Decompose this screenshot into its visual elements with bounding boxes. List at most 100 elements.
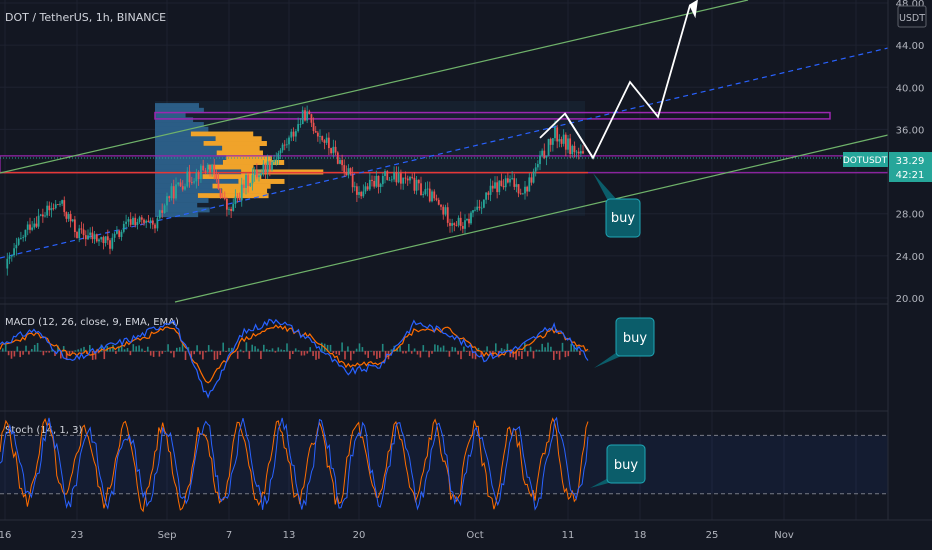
macd-title: MACD (12, 26, close, 9, EMA, EMA) — [5, 317, 179, 328]
macd-hist-bar-95 — [277, 347, 280, 352]
price-tag[interactable] — [889, 152, 932, 182]
macd-hist-bar-62 — [181, 343, 184, 352]
macd-hist-bar-156 — [454, 347, 456, 352]
time-tick-2[interactable]: Sep — [158, 530, 177, 541]
candle-body-239 — [530, 177, 533, 183]
macd-hist-bar-30 — [89, 345, 91, 352]
ticker-tag-label: DOTUSDT — [843, 156, 888, 166]
resistance-zone[interactable] — [154, 111, 831, 120]
candle-body-62 — [143, 219, 145, 223]
price-axis[interactable] — [888, 0, 932, 520]
macd-hist-bar-105 — [306, 351, 309, 354]
candle-body-178 — [397, 173, 400, 183]
candle-body-120 — [271, 162, 273, 170]
macd-hist-bar-137 — [399, 345, 401, 352]
candle-body-141 — [316, 132, 319, 137]
time-tick-10[interactable]: Nov — [774, 530, 794, 541]
macd-hist-bar-130 — [379, 351, 381, 358]
buy-callout-main[interactable]: buy — [593, 173, 641, 238]
time-tick-3[interactable]: 7 — [226, 530, 232, 541]
candle-body-160 — [358, 192, 360, 195]
currency-box[interactable] — [897, 5, 927, 28]
candle-body-176 — [393, 172, 395, 180]
candle-body-229 — [509, 178, 511, 183]
candle-body-69 — [158, 210, 161, 219]
ticker-tag[interactable] — [843, 152, 888, 167]
candle-body-240 — [532, 171, 535, 183]
macd-hist-bar-109 — [318, 351, 320, 359]
candle-body-215 — [478, 206, 481, 208]
macd-hist-bar-3 — [10, 351, 13, 359]
candle-body-195 — [435, 198, 438, 200]
macd-hist-bar-147 — [428, 351, 430, 358]
candle-body-19 — [48, 205, 51, 211]
time-tick-0[interactable]: 16 — [0, 530, 11, 541]
candle-body-145 — [325, 137, 328, 143]
price-pane[interactable] — [0, 0, 889, 303]
macd-hist-bar-96 — [280, 349, 282, 352]
time-tick-7[interactable]: 11 — [562, 530, 575, 541]
candle-body-33 — [78, 228, 81, 239]
buy-callout-macd[interactable]: buy — [594, 317, 655, 368]
candle-body-193 — [431, 191, 433, 202]
buy-callout-stoch-label: buy — [614, 458, 638, 473]
candle-body-48 — [111, 237, 114, 249]
time-tick-9[interactable]: 25 — [706, 530, 719, 541]
projection-line[interactable] — [564, 4, 691, 160]
candle-body-10 — [29, 224, 31, 230]
candle-body-135 — [304, 110, 306, 121]
buy-callout-main-pointer — [593, 173, 618, 201]
time-axis-ticks[interactable]: 16 23 Sep 7 13 20 Oct 11 18 25 Nov — [0, 530, 794, 541]
macd-hist-bar-182 — [529, 346, 532, 352]
candle-body-86 — [197, 172, 200, 180]
buy-callout-stoch[interactable]: buy — [590, 444, 646, 488]
candle-body-158 — [353, 186, 356, 188]
macd-hist-bar-79 — [231, 347, 233, 352]
channel-lower[interactable] — [174, 134, 889, 303]
vp-bar-orange-16 — [238, 178, 285, 184]
candle-body-82 — [188, 171, 191, 183]
macd-hist-bar-187 — [544, 347, 546, 352]
candle-body-217 — [482, 199, 485, 208]
candle-body-209 — [466, 218, 468, 221]
time-tick-6[interactable]: Oct — [466, 530, 483, 541]
time-tick-8[interactable]: 18 — [634, 530, 647, 541]
time-tick-1[interactable]: 23 — [71, 530, 84, 541]
candle-body-16 — [41, 214, 44, 217]
candle-body-185 — [413, 177, 416, 191]
trend-channel[interactable] — [0, 0, 889, 303]
macd-hist-bar-8 — [25, 345, 27, 352]
channel-upper[interactable] — [0, 0, 749, 174]
candle-body-3 — [13, 248, 15, 256]
macd-hist-bar-63 — [184, 351, 187, 360]
macd-hist-bar-13 — [39, 350, 42, 352]
candle-body-260 — [575, 151, 578, 153]
price-tag-value: 33.29 — [896, 156, 925, 167]
macd-hist-bar-153 — [445, 350, 448, 352]
macd-hist-bar-56 — [164, 350, 166, 352]
candle-body-231 — [513, 178, 516, 187]
candle-body-76 — [175, 184, 177, 199]
candle-body-111 — [251, 175, 254, 184]
stoch-title: Stoch (14, 1, 3) — [5, 425, 82, 436]
macd-hist-bar-166 — [483, 350, 485, 352]
candle-body-94 — [215, 174, 218, 180]
macd-hist-bar-60 — [176, 347, 178, 352]
projection-path[interactable] — [539, 0, 698, 160]
vp-bar-orange-12 — [222, 159, 285, 165]
time-tick-5[interactable]: 20 — [353, 530, 366, 541]
macd-hist-bar-168 — [489, 351, 491, 354]
macd-hist-bar-12 — [36, 342, 39, 352]
time-tick-4[interactable]: 13 — [283, 530, 296, 541]
candle-body-167 — [373, 180, 376, 187]
candle-body-4 — [15, 244, 18, 249]
candle-body-147 — [330, 148, 333, 154]
macd-hist-bar-136 — [396, 347, 398, 352]
candle-body-162 — [362, 191, 365, 197]
candle-body-182 — [406, 178, 409, 181]
macd-hist-bar-101 — [294, 348, 297, 352]
macd-hist-bar-14 — [42, 351, 45, 356]
channel-midline[interactable] — [0, 47, 889, 259]
